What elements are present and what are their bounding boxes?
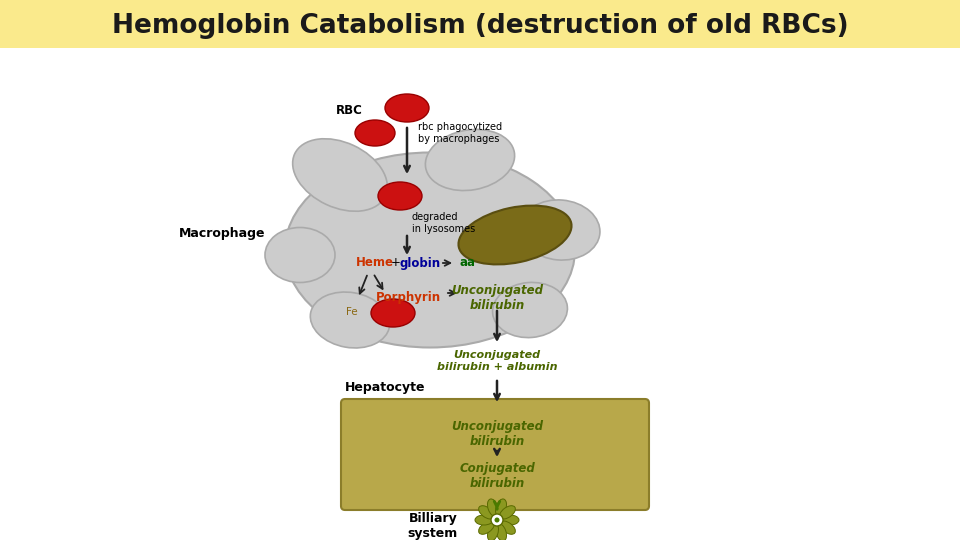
Text: Fe: Fe [347,307,358,317]
Ellipse shape [285,152,575,348]
Text: Unconjugated
bilirubin: Unconjugated bilirubin [451,284,543,312]
Circle shape [494,517,499,523]
Text: Hepatocyte: Hepatocyte [345,381,425,395]
Ellipse shape [499,505,516,519]
Ellipse shape [425,130,515,191]
Ellipse shape [479,505,494,519]
Ellipse shape [488,499,498,516]
Ellipse shape [492,282,567,338]
Text: RBC: RBC [336,104,363,117]
Text: aa: aa [460,256,476,269]
Ellipse shape [475,515,493,525]
Ellipse shape [371,299,415,327]
Ellipse shape [293,139,387,211]
Ellipse shape [499,521,516,534]
Text: Unconjugated
bilirubin + albumin: Unconjugated bilirubin + albumin [437,350,557,372]
Text: Porphyrin: Porphyrin [375,291,441,303]
Text: Macrophage: Macrophage [179,226,265,240]
Ellipse shape [310,292,390,348]
Bar [0,0,960,48]
Ellipse shape [265,227,335,282]
Ellipse shape [501,515,519,525]
Text: +: + [391,256,401,269]
Text: Conjugated
bilirubin: Conjugated bilirubin [459,462,535,490]
Ellipse shape [495,499,507,516]
Ellipse shape [385,94,429,122]
Ellipse shape [459,206,571,265]
Ellipse shape [355,120,395,146]
Ellipse shape [479,521,494,534]
Circle shape [491,514,503,526]
Text: Heme: Heme [356,256,394,269]
Text: degraded
in lysosomes: degraded in lysosomes [412,212,475,234]
Text: Hemoglobin Catabolism (destruction of old RBCs): Hemoglobin Catabolism (destruction of ol… [111,13,849,39]
Ellipse shape [488,524,498,540]
Ellipse shape [520,200,600,260]
Text: globin: globin [399,256,441,269]
Text: rbc phagocytized
by macrophages: rbc phagocytized by macrophages [418,122,502,144]
Text: Unconjugated
bilirubin: Unconjugated bilirubin [451,420,543,448]
Ellipse shape [378,182,422,210]
FancyBboxPatch shape [341,399,649,510]
Ellipse shape [495,524,507,540]
Text: Billiary
system: Billiary system [408,512,458,540]
